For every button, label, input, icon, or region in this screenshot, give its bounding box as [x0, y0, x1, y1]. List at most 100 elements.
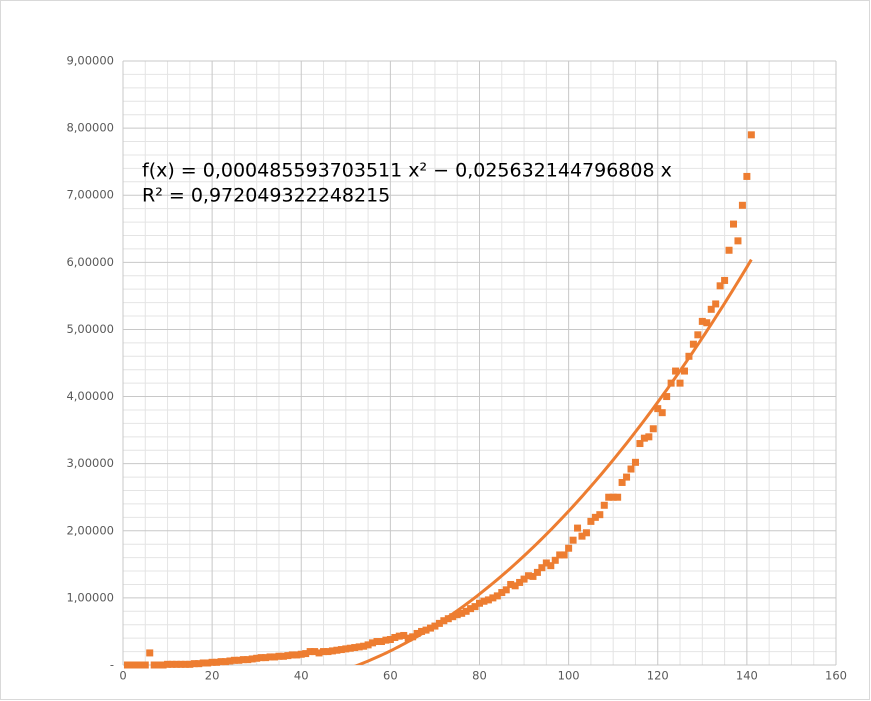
point: [409, 633, 417, 641]
point: [636, 440, 644, 448]
point: [239, 656, 247, 664]
point: [123, 661, 131, 669]
point: [676, 379, 684, 387]
point: [680, 367, 688, 375]
point: [578, 532, 586, 540]
point: [685, 352, 693, 360]
point: [186, 660, 194, 668]
point: [422, 626, 430, 634]
y-tick-label: 4,00000: [66, 389, 114, 403]
point: [614, 493, 622, 501]
point: [596, 511, 604, 519]
point: [654, 405, 662, 413]
point: [694, 331, 702, 339]
point: [373, 638, 381, 646]
point: [738, 201, 746, 209]
point: [221, 658, 229, 666]
point: [538, 564, 546, 572]
point: [190, 660, 198, 668]
point: [213, 658, 221, 666]
point: [177, 660, 185, 668]
point: [426, 624, 434, 632]
point: [395, 632, 403, 640]
point: [707, 305, 715, 313]
point: [551, 556, 559, 564]
x-tick-label: 160: [825, 669, 847, 683]
point: [658, 409, 666, 417]
point: [627, 465, 635, 473]
y-tick-label: 9,00000: [66, 54, 114, 68]
point: [453, 611, 461, 619]
point: [195, 660, 203, 668]
point: [150, 661, 158, 669]
point: [404, 634, 412, 642]
point: [734, 237, 742, 245]
point: [689, 340, 697, 348]
point: [444, 615, 452, 623]
point: [248, 655, 256, 663]
y-tick-label: 2,00000: [66, 523, 114, 537]
point: [516, 578, 524, 586]
point: [698, 317, 706, 325]
point: [230, 656, 238, 664]
point: [320, 648, 328, 656]
point: [337, 646, 345, 654]
point: [574, 524, 582, 532]
point: [132, 661, 140, 669]
point: [529, 572, 537, 580]
point: [600, 501, 608, 509]
point: [520, 575, 528, 583]
y-tick-label: 7,00000: [66, 188, 114, 202]
point: [164, 660, 172, 668]
point: [480, 597, 488, 605]
point: [591, 513, 599, 521]
x-tick-label: 80: [472, 669, 487, 683]
x-tick-label: 20: [205, 669, 220, 683]
point: [302, 650, 310, 658]
point: [128, 661, 136, 669]
point: [618, 478, 626, 486]
point: [253, 654, 261, 662]
point: [507, 580, 515, 588]
point: [569, 536, 577, 544]
point: [525, 572, 533, 580]
point: [369, 639, 377, 647]
marks: [123, 131, 755, 669]
point: [587, 517, 595, 525]
point: [266, 653, 274, 661]
point: [288, 651, 296, 659]
x-tick-label: 0: [119, 669, 126, 683]
y-tick-label: -: [110, 658, 114, 672]
point: [542, 559, 550, 567]
point: [204, 659, 212, 667]
point: [391, 633, 399, 641]
point: [435, 619, 443, 627]
x-tick-label: 40: [294, 669, 309, 683]
x-tick-label: 60: [383, 669, 398, 683]
point: [324, 648, 332, 656]
point: [262, 654, 270, 662]
point: [137, 661, 145, 669]
point: [623, 473, 631, 481]
point: [279, 652, 287, 660]
point: [346, 644, 354, 652]
point: [502, 586, 510, 594]
point: [159, 661, 167, 669]
point: [333, 646, 341, 654]
point: [556, 551, 564, 559]
point: [418, 627, 426, 635]
point: [476, 599, 483, 607]
point: [462, 607, 470, 615]
point: [582, 529, 590, 537]
x-tick-label: 100: [558, 669, 580, 683]
point: [712, 300, 720, 308]
point: [649, 425, 657, 433]
point: [141, 661, 149, 669]
point: [400, 631, 408, 639]
point: [663, 393, 671, 401]
point: [306, 648, 314, 656]
point: [458, 609, 466, 617]
point: [328, 647, 336, 655]
